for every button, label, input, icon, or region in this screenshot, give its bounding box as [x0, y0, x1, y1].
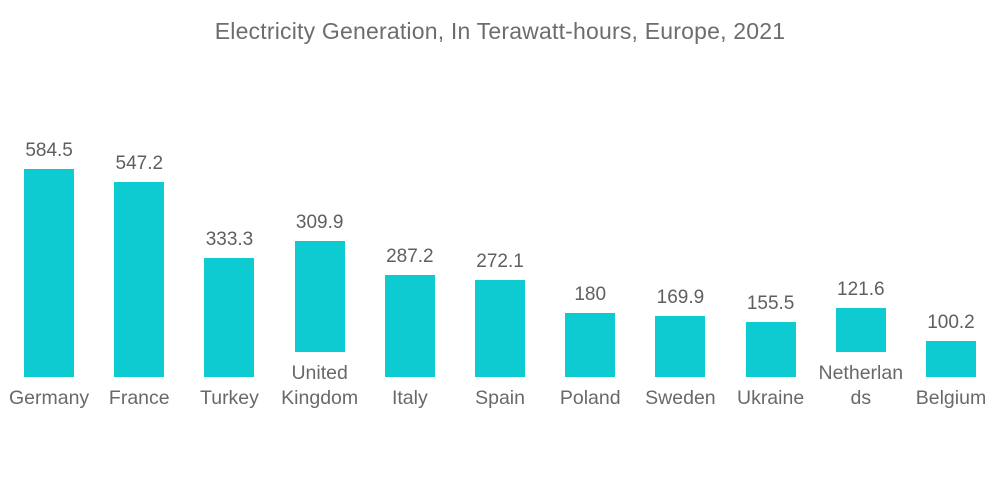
- bar-area: 100.2: [925, 115, 976, 377]
- bar-value-label: 169.9: [656, 287, 705, 309]
- bar: [24, 168, 75, 377]
- bar-value-label: 121.6: [837, 279, 885, 301]
- bar-area: 584.5: [24, 115, 75, 377]
- bar-category-label: Sweden: [645, 386, 716, 409]
- bar-column: 333.3 Turkey: [184, 115, 274, 411]
- bar-category-label: Netherlands: [818, 361, 904, 409]
- bar-category-label: Turkey: [200, 386, 259, 409]
- bar-category-label: Spain: [475, 386, 525, 409]
- bar-category-label: Belgium: [915, 386, 987, 409]
- bar-value-label: 333.3: [205, 229, 254, 251]
- bar-column: 100.2 Belgium: [906, 115, 996, 411]
- bar-category-label: Ukraine: [736, 386, 805, 409]
- bar-category-label: United Kingdom: [281, 361, 359, 409]
- bar-category-label: Italy: [391, 386, 428, 409]
- bar-value-label: 584.5: [25, 139, 73, 161]
- bar-column: 584.5 Germany: [4, 115, 94, 411]
- bar-column: 287.2 Italy: [365, 115, 455, 411]
- bar-area: 155.5: [745, 115, 796, 377]
- chart-title: Electricity Generation, In Terawatt-hour…: [214, 18, 786, 44]
- bar-value-label: 180: [574, 283, 607, 305]
- bar-category-label: Poland: [559, 386, 621, 409]
- bar: [114, 182, 165, 377]
- bar: [384, 274, 435, 377]
- chart-plot-area: 584.5 Germany 547.2 France 333.3 Turkey 309.9 U…: [0, 90, 1000, 412]
- bar: [835, 308, 886, 352]
- bar-column: 547.2 France: [94, 115, 184, 411]
- bar-value-label: 100.2: [927, 312, 975, 334]
- bar: [475, 280, 526, 377]
- bar-area: 180: [565, 115, 616, 377]
- bar: [925, 341, 976, 377]
- bar-column: 309.9 United Kingdom: [275, 90, 365, 412]
- bar-area: 121.6: [835, 90, 886, 352]
- bar-column: 155.5 Ukraine: [726, 115, 816, 411]
- bar-value-label: 155.5: [746, 292, 795, 314]
- bar-value-label: 272.1: [476, 251, 524, 273]
- bar-category-label: France: [108, 386, 170, 409]
- bar-column: 121.6 Netherlands: [816, 90, 906, 412]
- bar-column: 180 Poland: [545, 115, 635, 411]
- bar: [294, 241, 345, 352]
- bar-category-label: Germany: [8, 386, 90, 409]
- bar-value-label: 309.9: [295, 212, 344, 234]
- bar-area: 169.9: [655, 115, 706, 377]
- bar-area: 272.1: [475, 115, 526, 377]
- bar: [565, 312, 616, 377]
- bar: [745, 321, 796, 377]
- bar: [204, 258, 255, 377]
- bar-area: 309.9: [294, 90, 345, 352]
- bar-area: 287.2: [384, 115, 435, 377]
- bar-area: 333.3: [204, 115, 255, 377]
- bar-column: 272.1 Spain: [455, 115, 545, 411]
- bar-area: 547.2: [114, 115, 165, 377]
- bar-value-label: 287.2: [386, 245, 434, 267]
- bar: [655, 316, 706, 377]
- bar-column: 169.9 Sweden: [635, 115, 725, 411]
- bar-value-label: 547.2: [115, 153, 164, 175]
